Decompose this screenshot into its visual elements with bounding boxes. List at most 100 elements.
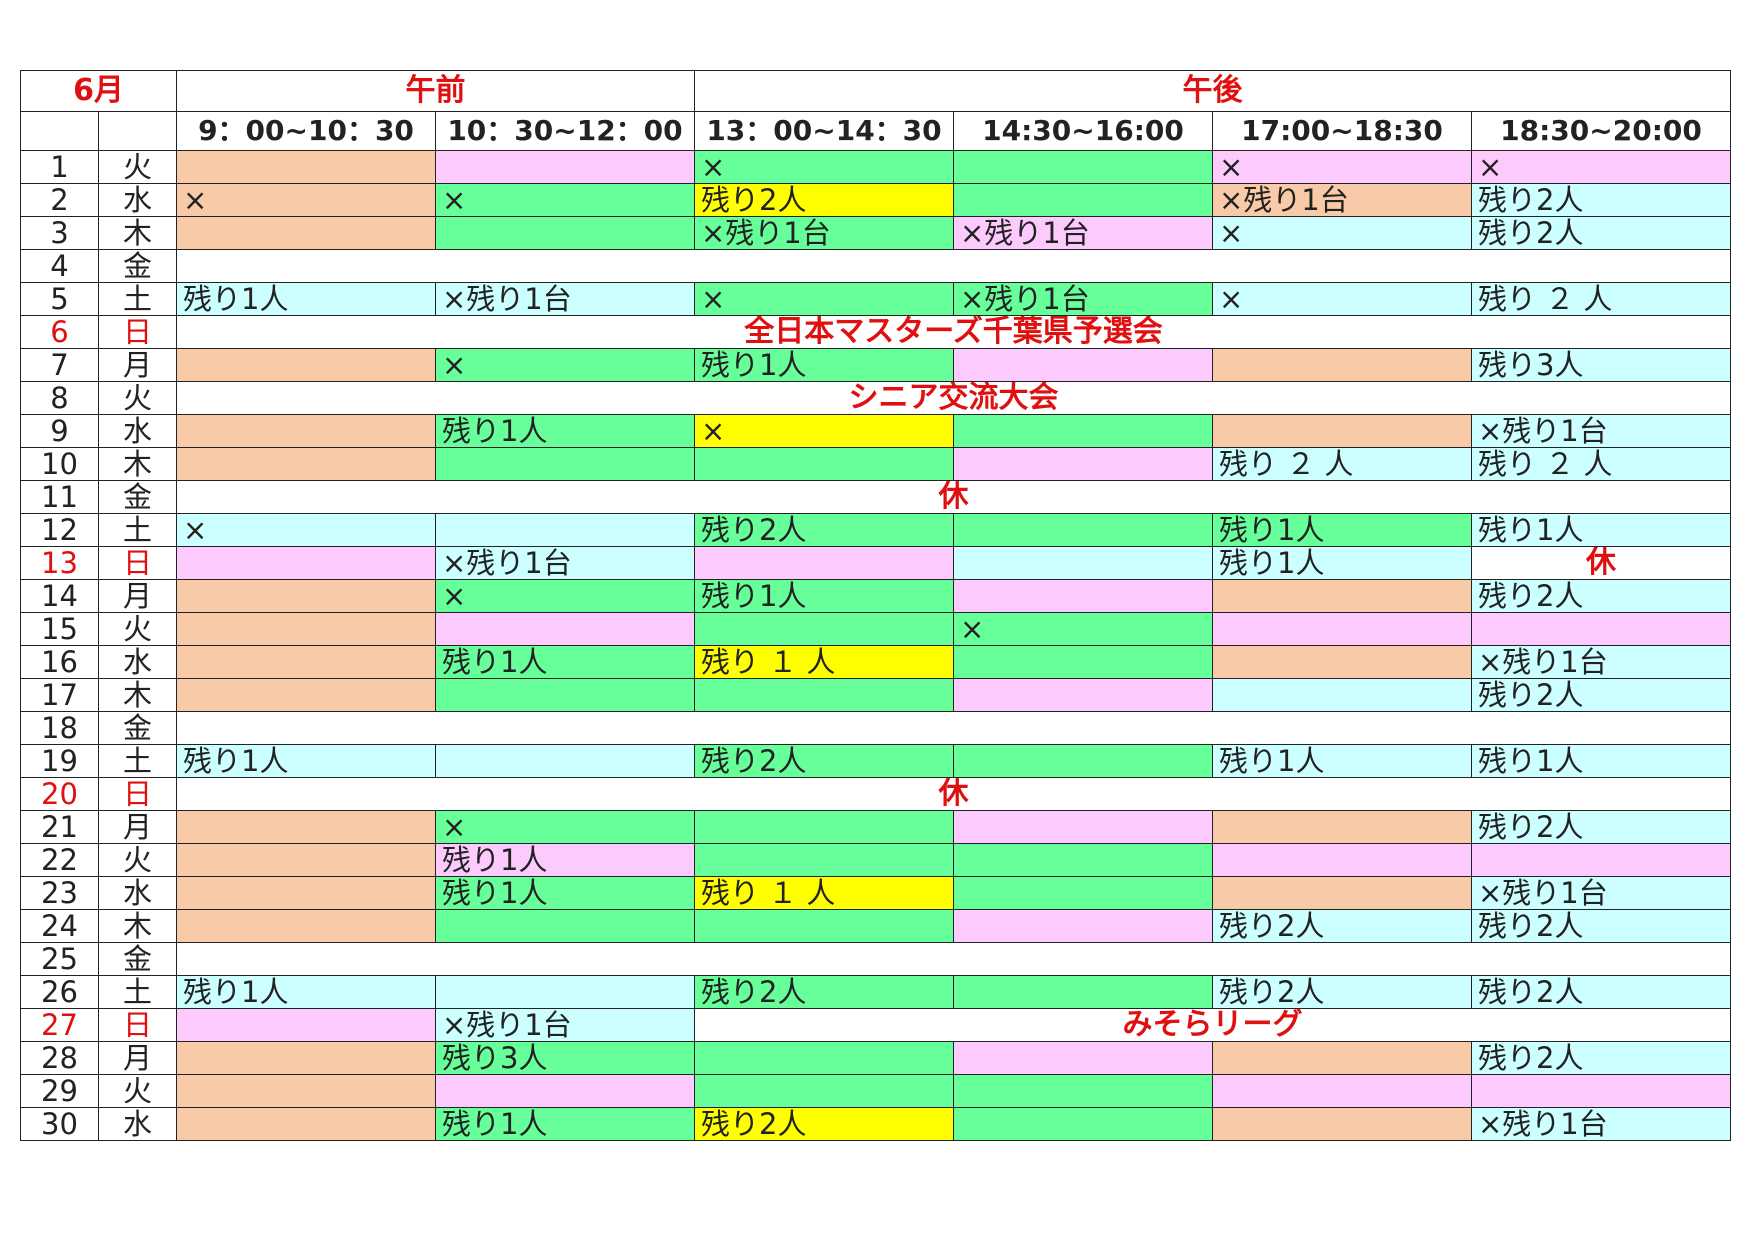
day-number: 19 [20, 744, 99, 778]
slot-cell [176, 909, 436, 943]
day-number: 14 [20, 579, 99, 613]
slot-cell: ×残り1台 [435, 1008, 695, 1042]
slot-cell [953, 447, 1213, 481]
weekday: 月 [98, 1041, 177, 1075]
slot-cell: 残り2人 [694, 513, 954, 547]
slot-cell [1471, 843, 1731, 877]
weekday: 火 [98, 843, 177, 877]
event-banner: みそらリーグ [694, 1008, 1731, 1042]
slot-cell: ×残り1台 [1471, 414, 1731, 448]
slot-cell [176, 645, 436, 679]
slot-cell [953, 744, 1213, 778]
day-row: 8 火シニア交流大会 [20, 381, 1731, 415]
slot-cell [953, 1041, 1213, 1075]
slot-cell: 残り2人 [1471, 183, 1731, 217]
slot-cell [1212, 1041, 1472, 1075]
weekday: 土 [98, 513, 177, 547]
day-number: 25 [20, 942, 99, 976]
day-row: 7 月 × 残り1人 残り3人 [20, 348, 1731, 382]
day-number: 11 [20, 480, 99, 514]
time-slot-header: 18:30~20:00 [1471, 111, 1731, 151]
day-row: 18 金 [20, 711, 1731, 745]
weekday: 日 [98, 777, 177, 811]
weekday: 水 [98, 1107, 177, 1141]
weekday: 木 [98, 909, 177, 943]
slot-cell [953, 843, 1213, 877]
day-number: 27 [20, 1008, 99, 1042]
slot-cell [176, 414, 436, 448]
day-number: 6 [20, 315, 99, 349]
slot-cell [694, 1041, 954, 1075]
slot-cell [694, 810, 954, 844]
slot-cell [953, 414, 1213, 448]
slot-cell [953, 348, 1213, 382]
schedule-table: 6月 午前 午後 9：00~10：30 10：30~12：00 13：00~14… [20, 70, 1731, 1141]
slot-cell [435, 612, 695, 646]
slot-cell [176, 810, 436, 844]
slot-cell [953, 513, 1213, 547]
day-number: 28 [20, 1041, 99, 1075]
day-row: 22 火 残り1人 [20, 843, 1731, 877]
closed-blank-cell [176, 711, 1731, 745]
slot-cell [694, 1074, 954, 1108]
slot-cell: 残り2人 [1471, 810, 1731, 844]
slot-cell: 残り ２ 人 [1212, 447, 1472, 481]
slot-cell: × [176, 513, 436, 547]
slot-cell: 残り1人 [1212, 744, 1472, 778]
event-banner: 全日本マスターズ千葉県予選会 [176, 315, 1731, 349]
slot-cell: 残り １ 人 [694, 645, 954, 679]
slot-cell [1212, 1074, 1472, 1108]
slot-cell [435, 150, 695, 184]
weekday: 土 [98, 975, 177, 1009]
weekday: 日 [98, 1008, 177, 1042]
weekday: 水 [98, 183, 177, 217]
day-number: 8 [20, 381, 99, 415]
slot-cell [176, 843, 436, 877]
day-row: 13 日 ×残り1台 残り1人休 [20, 546, 1731, 580]
day-row: 21 月 × 残り2人 [20, 810, 1731, 844]
slot-cell: ×残り1台 [435, 282, 695, 316]
weekday: 水 [98, 414, 177, 448]
day-number: 18 [20, 711, 99, 745]
day-number: 1 [20, 150, 99, 184]
slot-cell: 残り1人 [694, 579, 954, 613]
slot-cell: 残り1人 [1471, 744, 1731, 778]
day-row: 10 木 残り ２ 人残り ２ 人 [20, 447, 1731, 481]
slot-cell [176, 150, 436, 184]
day-number: 23 [20, 876, 99, 910]
slot-cell: 残り1人 [435, 1107, 695, 1141]
slot-cell: 残り2人 [1212, 909, 1472, 943]
day-number: 7 [20, 348, 99, 382]
weekday: 月 [98, 810, 177, 844]
slot-cell: 残り1人 [1212, 513, 1472, 547]
slot-cell: ×残り1台 [1471, 1107, 1731, 1141]
slot-cell: 残り1人 [176, 282, 436, 316]
slot-cell [1212, 612, 1472, 646]
slot-cell: 残り1人 [176, 744, 436, 778]
day-number: 26 [20, 975, 99, 1009]
slot-cell: × [694, 282, 954, 316]
slot-cell [435, 678, 695, 712]
slot-cell [694, 678, 954, 712]
day-row: 11 金休 [20, 480, 1731, 514]
slot-cell [176, 1041, 436, 1075]
slot-cell [1471, 1074, 1731, 1108]
slot-cell [694, 909, 954, 943]
event-banner: シニア交流大会 [176, 381, 1731, 415]
slot-cell: 残り2人 [1471, 579, 1731, 613]
weekday: 木 [98, 216, 177, 250]
day-row: 19 土残り1人 残り2人 残り1人 残り1人 [20, 744, 1731, 778]
slot-cell [953, 1107, 1213, 1141]
day-number: 22 [20, 843, 99, 877]
day-row: 6 日全日本マスターズ千葉県予選会 [20, 315, 1731, 349]
slot-cell: ×残り1台 [953, 282, 1213, 316]
time-slot-header: 9：00~10：30 [176, 111, 436, 151]
slot-cell: ×残り1台 [1471, 876, 1731, 910]
slot-cell: ×残り1台 [435, 546, 695, 580]
slot-cell: 残り3人 [1471, 348, 1731, 382]
slot-cell [176, 579, 436, 613]
slot-cell: ×残り1台 [1212, 183, 1472, 217]
slot-cell: 残り2人 [1471, 216, 1731, 250]
day-row: 5 土残り1人 ×残り1台 × ×残り1台 × 残り ２ 人 [20, 282, 1731, 316]
weekday: 水 [98, 645, 177, 679]
